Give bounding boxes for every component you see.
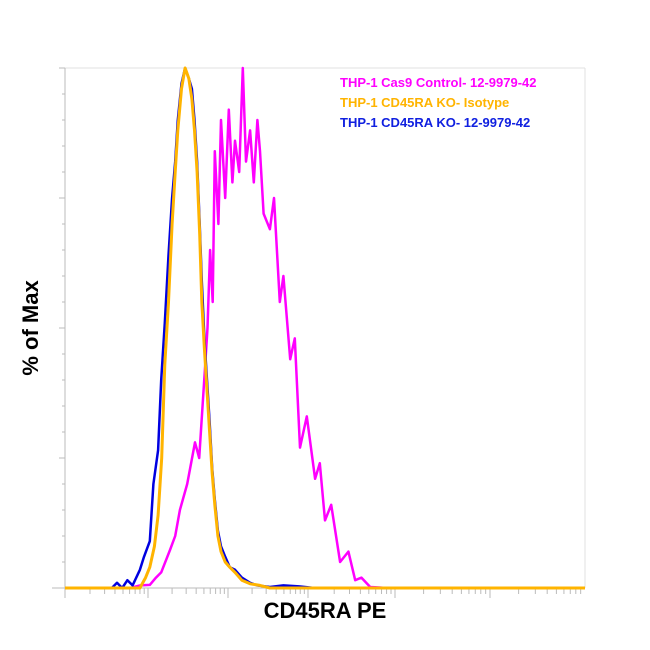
y-axis-title: % of Max bbox=[18, 280, 43, 376]
legend-entry-1: THP-1 Cas9 Control- 12-9979-42 bbox=[340, 75, 537, 90]
series-group bbox=[65, 66, 585, 590]
legend-entry-2: THP-1 CD45RA KO- Isotype bbox=[340, 95, 509, 110]
axis-ticks bbox=[59, 67, 582, 598]
legend-entry-3: THP-1 CD45RA KO- 12-9979-42 bbox=[340, 115, 530, 130]
series-line-2 bbox=[65, 66, 585, 590]
series-line-1 bbox=[65, 66, 585, 590]
x-axis-title: CD45RA PE bbox=[264, 598, 387, 623]
